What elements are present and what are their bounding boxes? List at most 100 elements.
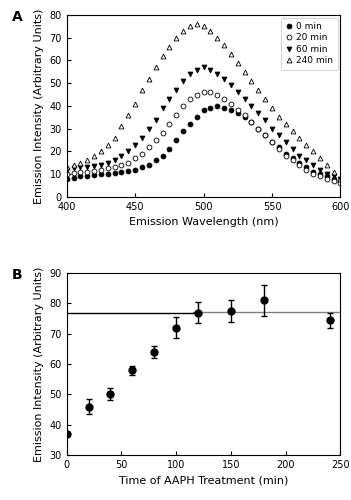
0 min bbox=[331, 176, 336, 182]
240 min bbox=[133, 100, 137, 106]
240 min bbox=[297, 134, 302, 140]
240 min bbox=[270, 105, 274, 111]
240 min bbox=[229, 50, 233, 56]
0 min bbox=[338, 178, 343, 184]
20 min bbox=[147, 144, 151, 150]
240 min bbox=[318, 155, 322, 161]
0 min bbox=[194, 114, 199, 120]
60 min bbox=[222, 76, 226, 82]
60 min bbox=[290, 146, 294, 152]
60 min bbox=[201, 64, 206, 70]
240 min bbox=[236, 60, 240, 66]
60 min bbox=[85, 164, 89, 170]
0 min bbox=[65, 176, 69, 182]
20 min bbox=[140, 150, 144, 156]
240 min bbox=[65, 164, 69, 170]
0 min bbox=[167, 146, 171, 152]
240 min bbox=[304, 142, 308, 148]
20 min bbox=[181, 103, 185, 109]
60 min bbox=[112, 158, 117, 164]
240 min bbox=[99, 148, 103, 154]
0 min bbox=[304, 164, 308, 170]
0 min bbox=[325, 174, 329, 180]
240 min bbox=[167, 44, 171, 50]
0 min bbox=[78, 174, 82, 180]
240 min bbox=[181, 28, 185, 34]
20 min bbox=[119, 162, 124, 168]
0 min bbox=[174, 137, 178, 143]
Line: 240 min: 240 min bbox=[64, 22, 343, 181]
240 min bbox=[71, 162, 75, 168]
240 min bbox=[194, 21, 199, 27]
0 min bbox=[263, 132, 267, 138]
20 min bbox=[85, 169, 89, 175]
60 min bbox=[229, 82, 233, 88]
240 min bbox=[325, 162, 329, 168]
Y-axis label: Emission Intensity (Arbitrary Units): Emission Intensity (Arbitrary Units) bbox=[34, 8, 44, 203]
240 min bbox=[188, 24, 192, 30]
0 min bbox=[215, 103, 219, 109]
20 min bbox=[297, 162, 302, 168]
60 min bbox=[249, 103, 253, 109]
60 min bbox=[160, 105, 165, 111]
240 min bbox=[215, 34, 219, 40]
60 min bbox=[167, 96, 171, 102]
Y-axis label: Emission Intensity (Arbitrary Units): Emission Intensity (Arbitrary Units) bbox=[34, 266, 44, 462]
Text: B: B bbox=[12, 268, 22, 281]
0 min bbox=[99, 171, 103, 177]
240 min bbox=[263, 96, 267, 102]
20 min bbox=[249, 119, 253, 125]
60 min bbox=[78, 164, 82, 170]
20 min bbox=[236, 108, 240, 114]
Line: 0 min: 0 min bbox=[64, 104, 343, 184]
20 min bbox=[263, 132, 267, 138]
20 min bbox=[270, 140, 274, 145]
240 min bbox=[338, 176, 343, 182]
60 min bbox=[194, 66, 199, 72]
X-axis label: Time of AAPH Treatment (min): Time of AAPH Treatment (min) bbox=[119, 476, 288, 486]
20 min bbox=[331, 178, 336, 184]
20 min bbox=[188, 96, 192, 102]
0 min bbox=[290, 155, 294, 161]
20 min bbox=[208, 90, 212, 96]
240 min bbox=[140, 87, 144, 93]
0 min bbox=[236, 110, 240, 116]
60 min bbox=[325, 171, 329, 177]
0 min bbox=[188, 121, 192, 127]
0 min bbox=[222, 105, 226, 111]
0 min bbox=[85, 174, 89, 180]
60 min bbox=[71, 166, 75, 172]
60 min bbox=[338, 176, 343, 182]
0 min bbox=[71, 174, 75, 180]
20 min bbox=[65, 171, 69, 177]
60 min bbox=[181, 78, 185, 84]
0 min bbox=[140, 164, 144, 170]
20 min bbox=[71, 170, 75, 176]
240 min bbox=[208, 28, 212, 34]
240 min bbox=[277, 114, 281, 120]
Line: 60 min: 60 min bbox=[64, 65, 343, 181]
20 min bbox=[194, 92, 199, 98]
20 min bbox=[160, 130, 165, 136]
240 min bbox=[201, 24, 206, 30]
240 min bbox=[126, 112, 131, 118]
60 min bbox=[99, 162, 103, 168]
0 min bbox=[147, 162, 151, 168]
240 min bbox=[256, 87, 260, 93]
240 min bbox=[174, 34, 178, 40]
60 min bbox=[174, 87, 178, 93]
20 min bbox=[106, 166, 110, 172]
0 min bbox=[106, 171, 110, 177]
20 min bbox=[304, 166, 308, 172]
Legend: 0 min, 20 min, 60 min, 240 min: 0 min, 20 min, 60 min, 240 min bbox=[281, 18, 338, 70]
60 min bbox=[311, 162, 315, 168]
60 min bbox=[119, 153, 124, 159]
240 min bbox=[160, 53, 165, 59]
20 min bbox=[243, 112, 247, 118]
240 min bbox=[243, 69, 247, 75]
60 min bbox=[153, 116, 158, 122]
0 min bbox=[284, 150, 288, 156]
60 min bbox=[215, 71, 219, 77]
20 min bbox=[325, 176, 329, 182]
240 min bbox=[284, 121, 288, 127]
